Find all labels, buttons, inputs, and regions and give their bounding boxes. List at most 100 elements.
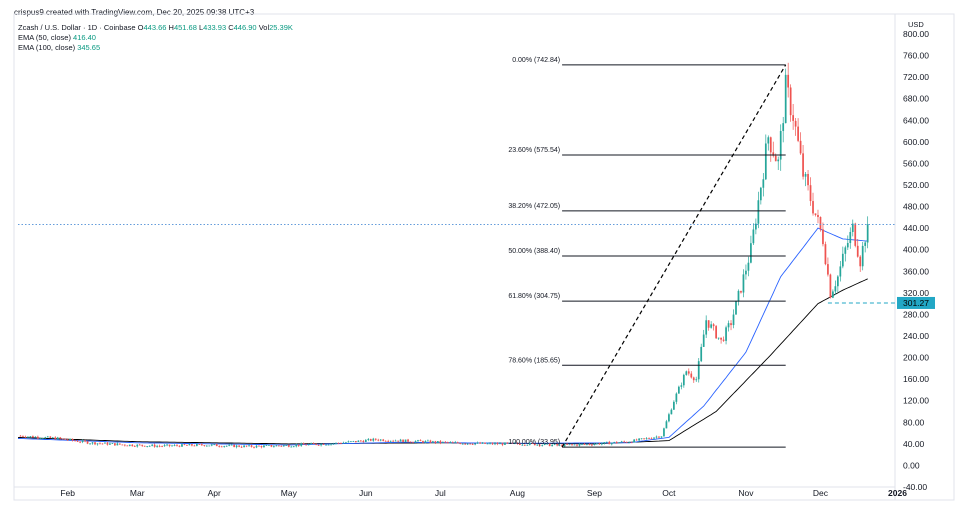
candle-body bbox=[692, 377, 695, 381]
candle-body bbox=[757, 200, 760, 224]
fib-level-label: 38.20% (472.05) bbox=[508, 203, 560, 210]
candle-body bbox=[471, 444, 474, 445]
fib-level-label: 23.60% (575.54) bbox=[508, 147, 560, 154]
candle-body bbox=[712, 324, 715, 327]
candle-body bbox=[369, 439, 372, 441]
candle-body bbox=[345, 442, 347, 444]
candle-body bbox=[46, 436, 49, 438]
candle-body bbox=[849, 232, 852, 244]
legend-ema100-row: EMA (100, close) 345.65 bbox=[18, 43, 293, 53]
y-tick-label: 400.00 bbox=[903, 245, 929, 255]
candle-body bbox=[305, 444, 308, 446]
candle-body bbox=[79, 441, 81, 443]
candle-body bbox=[290, 446, 293, 448]
candle-body bbox=[663, 428, 665, 437]
candle-body bbox=[367, 439, 370, 440]
candle-body bbox=[111, 443, 114, 445]
y-tick-label: 40.00 bbox=[903, 439, 925, 449]
candle-body bbox=[638, 438, 640, 441]
candle-body bbox=[670, 409, 673, 415]
candle-body bbox=[54, 437, 57, 440]
candle-body bbox=[851, 223, 854, 233]
candle-body bbox=[737, 290, 740, 301]
candle-body bbox=[687, 371, 690, 374]
support-layer: 301.27 bbox=[827, 296, 935, 309]
candle-body bbox=[764, 143, 767, 180]
candle-body bbox=[769, 137, 772, 153]
candle-body bbox=[106, 442, 109, 445]
candle-body bbox=[109, 443, 111, 445]
candle-body bbox=[143, 445, 146, 447]
candle-body bbox=[466, 443, 469, 445]
candle-body bbox=[526, 444, 529, 446]
candle-body bbox=[829, 274, 832, 298]
x-tick-label: Apr bbox=[208, 488, 221, 498]
candle-body bbox=[27, 436, 29, 438]
candle-body bbox=[511, 442, 514, 444]
candle-body bbox=[514, 442, 516, 444]
candle-body bbox=[138, 444, 141, 446]
candle-body bbox=[804, 173, 807, 177]
candle-body bbox=[648, 438, 650, 439]
candle-body bbox=[389, 440, 392, 442]
legend-vol-value: 25.39K bbox=[269, 23, 293, 32]
candle-body bbox=[705, 320, 708, 335]
candle-body bbox=[568, 444, 571, 446]
candle-body bbox=[240, 446, 243, 448]
candle-body bbox=[377, 439, 380, 441]
candle-body bbox=[96, 443, 99, 445]
candle-body bbox=[762, 179, 765, 188]
candle-body bbox=[859, 256, 862, 267]
candle-body bbox=[355, 441, 357, 442]
candle-body bbox=[374, 438, 377, 440]
candle-body bbox=[183, 444, 186, 446]
candle-body bbox=[735, 300, 737, 315]
candle-body bbox=[49, 436, 52, 438]
candle-body bbox=[156, 445, 158, 447]
candle-body bbox=[22, 435, 24, 437]
x-tick-label: Aug bbox=[510, 488, 525, 498]
candle-body bbox=[255, 445, 258, 448]
candle-body bbox=[233, 444, 236, 448]
candle-body bbox=[419, 440, 422, 442]
candle-body bbox=[841, 253, 844, 267]
y-tick-label: 280.00 bbox=[903, 309, 929, 319]
candle-body bbox=[797, 126, 799, 141]
fib-trend-line bbox=[561, 64, 787, 448]
candle-body bbox=[205, 445, 208, 447]
candle-body bbox=[581, 443, 583, 445]
candle-body bbox=[198, 444, 201, 445]
y-tick-label: 560.00 bbox=[903, 158, 929, 168]
candle-body bbox=[747, 262, 750, 271]
candle-body bbox=[836, 276, 839, 287]
candle-body bbox=[171, 445, 173, 447]
candle-body bbox=[200, 444, 203, 446]
candle-body bbox=[220, 446, 223, 448]
candle-body bbox=[146, 446, 149, 447]
fib-level-label: 61.80% (304.75) bbox=[508, 293, 560, 300]
candle-body bbox=[563, 444, 566, 447]
candle-body bbox=[99, 443, 101, 445]
candle-body bbox=[640, 438, 643, 440]
candle-body bbox=[141, 444, 144, 446]
candle-body bbox=[479, 442, 481, 444]
x-tick-label: Dec bbox=[813, 488, 829, 498]
candle-body bbox=[91, 442, 94, 444]
candle-body bbox=[610, 442, 613, 445]
x-tick-label: Jun bbox=[359, 488, 373, 498]
candle-body bbox=[327, 444, 330, 446]
candle-body bbox=[372, 438, 375, 441]
candle-body bbox=[752, 229, 755, 244]
candle-body bbox=[573, 444, 576, 446]
candle-body bbox=[782, 123, 785, 131]
candle-body bbox=[566, 444, 568, 445]
candle-body bbox=[126, 445, 129, 447]
candle-body bbox=[598, 443, 601, 445]
candle-body bbox=[186, 444, 188, 446]
candle-body bbox=[178, 445, 181, 447]
candle-body bbox=[720, 337, 722, 340]
candle-body bbox=[451, 442, 454, 443]
candle-body bbox=[136, 444, 139, 447]
candle-body bbox=[166, 444, 168, 446]
